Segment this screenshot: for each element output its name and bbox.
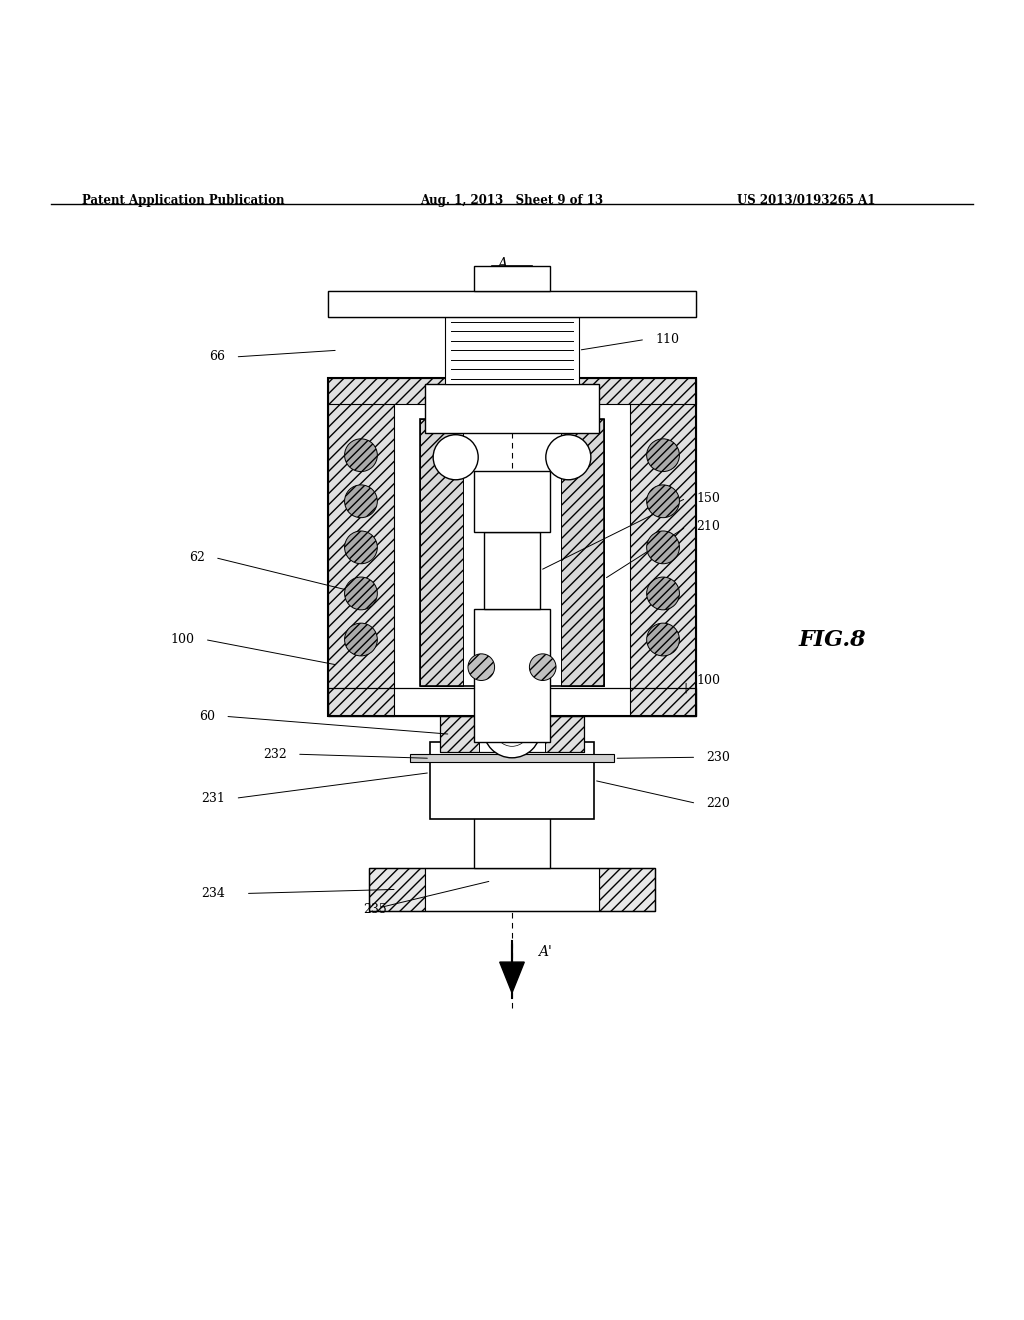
Bar [425,867,599,911]
Circle shape [546,434,591,479]
Circle shape [647,484,680,517]
Bar [420,420,463,685]
Circle shape [647,577,680,610]
Bar [328,379,696,717]
Circle shape [433,434,478,479]
Text: 100: 100 [171,634,195,645]
Text: Aug. 1, 2013   Sheet 9 of 13: Aug. 1, 2013 Sheet 9 of 13 [420,194,603,207]
Bar [328,379,394,717]
Bar [425,384,599,433]
Circle shape [647,531,680,564]
Text: 150: 150 [696,492,720,504]
Bar [473,470,551,532]
Bar [473,812,551,867]
Bar [440,717,479,752]
Circle shape [647,438,680,471]
Bar [630,379,696,717]
Text: A: A [497,257,507,271]
Polygon shape [500,962,524,993]
Text: Patent Application Publication: Patent Application Publication [82,194,285,207]
Bar [410,754,614,763]
Text: 60: 60 [199,710,215,723]
Text: 230: 230 [707,751,730,764]
Text: 234: 234 [202,887,225,900]
Bar [473,609,551,742]
Bar [561,420,604,685]
Bar [420,420,604,685]
Bar [328,292,696,317]
Bar [328,688,696,717]
Text: 62: 62 [188,552,205,564]
Circle shape [344,484,378,517]
Text: 220: 220 [707,797,730,810]
Bar [445,317,579,384]
Text: 231: 231 [202,792,225,805]
Bar [473,265,551,292]
Text: 210: 210 [696,520,720,533]
Circle shape [344,438,378,471]
Text: 232: 232 [263,747,287,760]
Bar [430,742,594,818]
Circle shape [529,653,556,681]
Text: FIG.8: FIG.8 [799,628,866,651]
Bar [483,532,541,609]
Bar [328,292,696,317]
Text: 100: 100 [696,675,720,686]
Circle shape [344,577,378,610]
Bar [369,867,425,911]
Text: 235: 235 [364,903,387,916]
Text: 66: 66 [209,350,225,363]
Bar [599,867,655,911]
Text: US 2013/0193265 A1: US 2013/0193265 A1 [737,194,876,207]
Bar [328,379,696,404]
Circle shape [344,531,378,564]
Bar [440,717,584,752]
Circle shape [468,653,495,681]
Text: A': A' [538,945,552,958]
Bar [369,867,655,911]
Circle shape [344,623,378,656]
Bar [545,717,584,752]
Circle shape [483,701,541,758]
Circle shape [647,623,680,656]
Text: 110: 110 [655,333,679,346]
